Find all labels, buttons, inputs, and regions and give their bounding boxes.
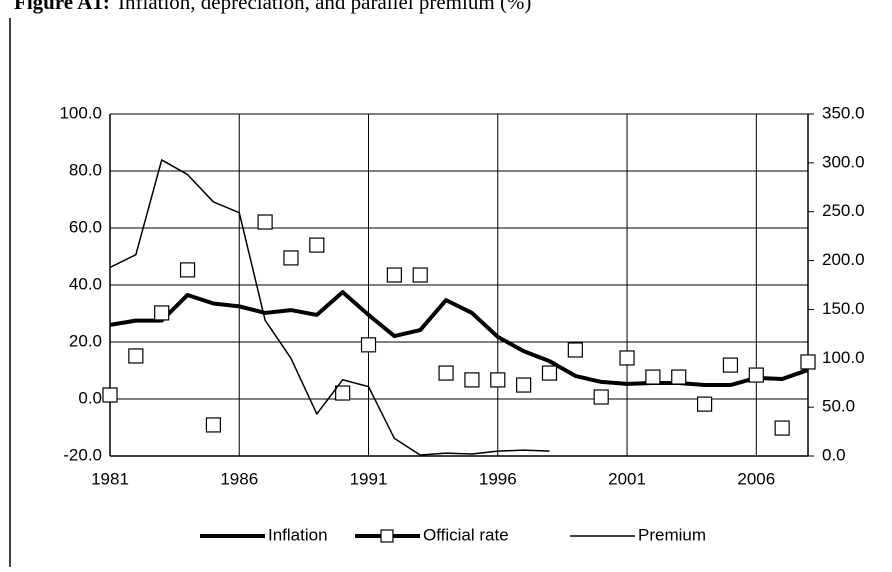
series-marker [154, 305, 170, 321]
x-tick-label: 1981 [91, 469, 129, 488]
series-marker [360, 337, 377, 353]
series-marker [671, 369, 687, 385]
series-marker [774, 420, 790, 436]
series-marker [309, 237, 325, 253]
series-marker [257, 214, 273, 230]
series-marker [386, 267, 402, 283]
y-tick-label: 20.0 [69, 331, 102, 350]
series-line [109, 159, 550, 456]
y2-tick-label: 200.0 [822, 250, 865, 269]
series-marker [205, 417, 222, 433]
series-marker [464, 372, 480, 388]
series-marker [516, 377, 532, 393]
series-line [109, 290, 809, 388]
series-marker [645, 369, 661, 385]
legend-label: Premium [638, 525, 706, 544]
series-marker [567, 342, 583, 358]
y-tick-label: 100.0 [59, 103, 102, 122]
x-tick-label: 1996 [479, 469, 517, 488]
legend-label: Inflation [268, 525, 328, 544]
series-marker [128, 348, 144, 364]
y-tick-label: 60.0 [69, 217, 102, 236]
series-marker [102, 387, 118, 403]
series-marker [619, 350, 635, 366]
y-tick-label: 40.0 [69, 274, 102, 293]
chart-title: Inflation, depreciation, and parallel pr… [118, 0, 531, 14]
series-marker [412, 267, 428, 283]
y-tick-label: 0.0 [78, 388, 102, 407]
y2-tick-label: 0.0 [822, 445, 846, 464]
y2-tick-label: 250.0 [822, 201, 865, 220]
x-tick-label: 2001 [608, 469, 646, 488]
series-marker [490, 372, 506, 388]
y2-tick-label: 50.0 [822, 397, 855, 416]
series-marker [593, 389, 609, 405]
series-marker [335, 385, 351, 401]
legend-marker [380, 529, 394, 543]
series-marker [722, 357, 739, 373]
series-marker [800, 354, 816, 370]
figure-label: Figure A1: [14, 0, 110, 14]
x-tick-label: 1991 [350, 469, 388, 488]
x-tick-label: 1986 [220, 469, 258, 488]
series-marker [541, 365, 558, 381]
x-tick-label: 2006 [737, 469, 775, 488]
legend-label: Official rate [423, 525, 509, 544]
y2-tick-label: 150.0 [822, 299, 865, 318]
series-marker [748, 367, 764, 383]
series-marker [179, 262, 196, 278]
series-marker [438, 365, 454, 381]
series-marker [696, 396, 713, 412]
y-tick-label: -20.0 [63, 445, 102, 464]
y-tick-label: 80.0 [69, 160, 102, 179]
y2-tick-label: 350.0 [822, 103, 865, 122]
y2-tick-label: 300.0 [822, 152, 865, 171]
y2-tick-label: 100.0 [822, 348, 865, 367]
series-marker [283, 250, 299, 266]
